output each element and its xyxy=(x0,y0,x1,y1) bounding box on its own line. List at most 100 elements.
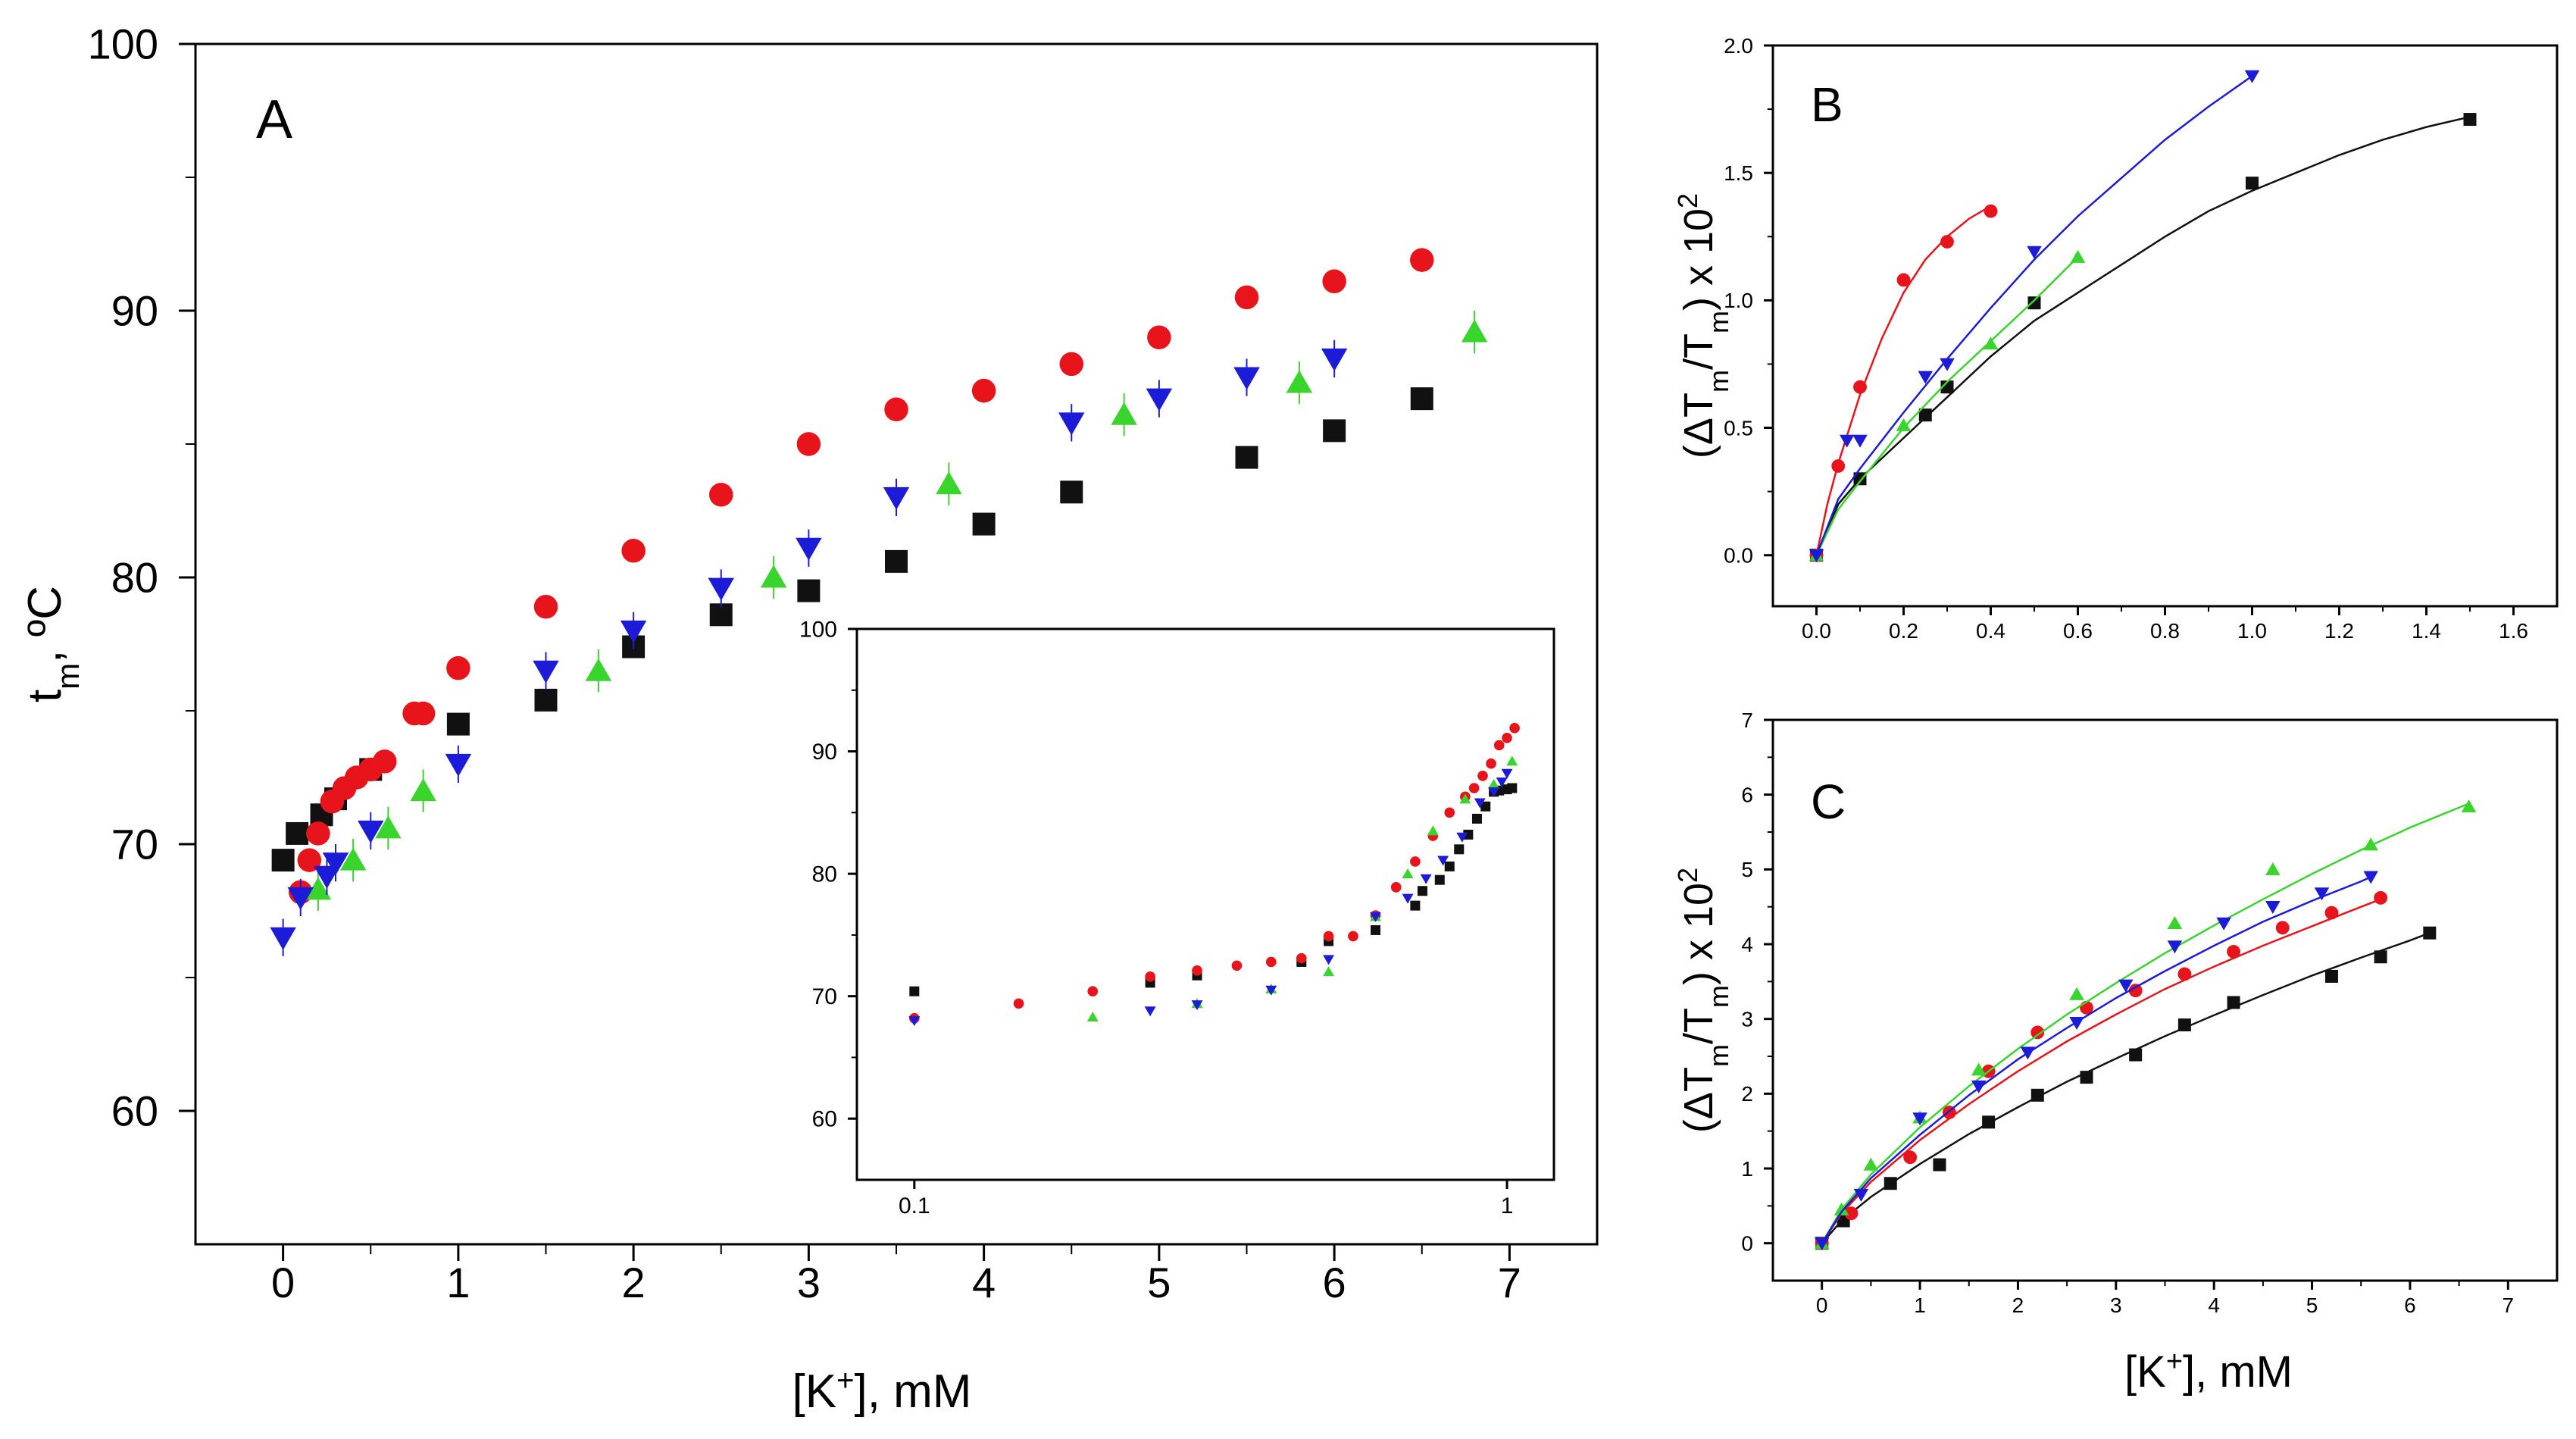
A-inset-point-red xyxy=(1477,771,1488,781)
B-x-tick-label: 1.0 xyxy=(2237,619,2267,643)
A-inset-point-green xyxy=(1402,868,1414,878)
C-y-tick-label: 4 xyxy=(1741,933,1753,956)
C-point-red xyxy=(2128,984,2143,998)
A-point-green xyxy=(375,815,402,839)
A-point-blue xyxy=(445,753,472,777)
B-point-blue xyxy=(1809,549,1824,563)
B-point-red xyxy=(1984,204,1998,218)
A-point-blue xyxy=(1058,412,1085,436)
C-point-black xyxy=(2080,1071,2093,1084)
A-inset-point-blue xyxy=(1265,985,1277,996)
A-point-green xyxy=(585,658,612,681)
A-point-red xyxy=(446,655,470,680)
C-x-tick-label: 0 xyxy=(1816,1294,1828,1317)
A-point-black xyxy=(797,579,821,602)
A-point-red xyxy=(411,701,436,726)
panel-a-x-axis-label: [K+], mM xyxy=(792,1364,972,1418)
A-inset-point-red xyxy=(1192,965,1202,976)
B-x-tick-label: 0.8 xyxy=(2150,619,2180,643)
C-point-blue xyxy=(2167,940,2183,954)
C-point-green xyxy=(2069,987,2084,1000)
B-x-tick-label: 1.4 xyxy=(2412,619,2441,643)
A-point-red xyxy=(709,483,733,507)
C-y-tick-label: 0 xyxy=(1741,1231,1753,1255)
A-inset-point-green xyxy=(1427,825,1439,836)
A-inset-point-green xyxy=(1488,779,1500,790)
C-point-green xyxy=(1863,1157,1879,1171)
A-point-red xyxy=(621,539,646,563)
A-inset-point-red xyxy=(1410,856,1421,867)
A-x-tick-label: 5 xyxy=(1147,1259,1171,1306)
A-inset-point-black xyxy=(1480,801,1491,812)
A-point-blue xyxy=(358,820,384,843)
B-y-tick-label: 0.5 xyxy=(1724,416,1753,440)
C-point-blue xyxy=(1912,1112,1927,1126)
A-inset-point-blue xyxy=(1402,893,1414,904)
panel-a: 0 1 2 3 4 5 6 7 60 70 80 90 100 A [K+], mM tm, ºC xyxy=(19,20,1599,1418)
B-x-tick-label: 1.6 xyxy=(2499,619,2528,643)
A-point-blue xyxy=(314,865,340,889)
B-y-tick-label: 1.0 xyxy=(1724,289,1753,312)
C-y-tick-label: 7 xyxy=(1741,709,1753,732)
panel-b-label: B xyxy=(1811,77,1843,132)
B-point-black xyxy=(1918,408,1932,422)
C-point-black xyxy=(2227,996,2240,1009)
A-inset-point-blue xyxy=(908,1016,921,1027)
B-point-blue xyxy=(1940,358,1955,371)
C-x-tick-label: 7 xyxy=(2503,1294,2515,1317)
A-inset-point-red xyxy=(1323,931,1334,942)
A-y-tick-label: 90 xyxy=(111,287,158,335)
C-x-tick-label: 2 xyxy=(2012,1294,2024,1317)
C-point-green xyxy=(2265,862,2281,875)
A-point-black xyxy=(1323,419,1346,443)
A-inset-point-red xyxy=(1493,740,1505,751)
B-x-tick-label: 0.2 xyxy=(1889,619,1918,643)
C-y-tick-label: 3 xyxy=(1741,1007,1753,1031)
A-inset-point-red xyxy=(1231,960,1243,971)
A-inset-point-green xyxy=(1506,755,1518,766)
A-x-tick-label: 6 xyxy=(1323,1259,1346,1306)
C-point-red xyxy=(1844,1206,1859,1221)
B-point-blue xyxy=(1918,371,1934,384)
A-point-black xyxy=(1060,480,1083,504)
B-point-blue xyxy=(1852,434,1868,448)
C-point-blue xyxy=(2020,1046,2036,1060)
A-point-green xyxy=(760,565,787,588)
A-inset-point-blue xyxy=(1144,1006,1156,1017)
A-inset-point-blue xyxy=(1488,787,1500,798)
C-point-black xyxy=(2030,1088,2044,1102)
C-point-green xyxy=(2363,837,2378,851)
C-point-blue xyxy=(1814,1237,1830,1251)
inset-frame xyxy=(855,627,1555,1181)
B-y-tick-label: 2.0 xyxy=(1724,34,1753,58)
A-inset-point-red xyxy=(1348,931,1358,942)
A-inset-point-red xyxy=(1390,882,1402,893)
C-point-green xyxy=(1834,1202,1849,1215)
A-point-red xyxy=(1234,285,1259,310)
A-inset-point-black xyxy=(1471,813,1482,824)
panel-c-label: C xyxy=(1811,774,1846,829)
C-point-red xyxy=(1903,1150,1918,1165)
B-y-tick-label: 1.5 xyxy=(1724,161,1753,185)
A-point-red xyxy=(1322,269,1346,294)
A-point-green xyxy=(305,877,332,900)
C-point-blue xyxy=(2216,917,2231,931)
A-x-tick-label: 4 xyxy=(972,1259,996,1306)
C-point-blue xyxy=(1853,1188,1869,1202)
A-point-black xyxy=(972,512,996,536)
A-x-tick-label: 2 xyxy=(622,1259,646,1306)
C-x-tick-label: 4 xyxy=(2208,1294,2220,1317)
C-point-green xyxy=(2461,799,2477,813)
A-point-blue xyxy=(1321,348,1348,371)
B-x-tick-label: 1.2 xyxy=(2324,619,2354,643)
B-point-red xyxy=(1853,380,1867,394)
panel-b: 0.0 0.2 0.4 0.6 0.8 1.0 1.2 1.4 1.6 0.0 0.5 1.0 1.5 2… xyxy=(1672,34,2559,643)
A-y-tick-label: 70 xyxy=(111,821,158,868)
panel-a-inset: 0.1 1 60 70 80 90 100 xyxy=(799,618,1555,1218)
A-point-blue xyxy=(796,537,822,561)
A-point-black xyxy=(286,821,309,845)
C-y-tick-label: 1 xyxy=(1741,1157,1753,1181)
C-fit-line-red xyxy=(1821,898,2381,1244)
A-point-black xyxy=(885,549,908,573)
C-point-blue xyxy=(2265,901,2281,915)
